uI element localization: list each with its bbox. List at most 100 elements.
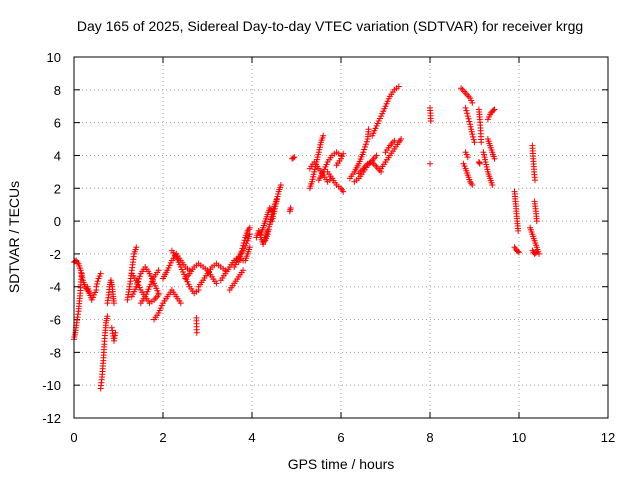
data-point bbox=[515, 227, 522, 234]
data-point bbox=[155, 267, 162, 274]
data-point bbox=[362, 143, 368, 150]
data-point bbox=[478, 139, 485, 146]
data-point bbox=[320, 132, 327, 139]
data-point bbox=[395, 83, 402, 90]
data-point bbox=[136, 273, 143, 280]
data-point bbox=[533, 249, 540, 256]
data-point bbox=[133, 244, 140, 251]
data-point bbox=[155, 290, 162, 297]
y-tick-label: -8 bbox=[49, 345, 61, 360]
x-tick-label: 10 bbox=[512, 430, 526, 445]
data-point bbox=[287, 205, 294, 211]
data-point bbox=[514, 248, 521, 255]
data-point bbox=[373, 152, 380, 159]
x-tick-label: 2 bbox=[159, 430, 166, 445]
y-tick-label: -6 bbox=[49, 313, 61, 328]
data-point bbox=[94, 281, 100, 287]
tick-labels: 0 2 4 6 8 10 12 -12 -10 -8 -6 -4 -2 0 2 4 6 8 10 bbox=[42, 50, 615, 445]
y-tick-label: -10 bbox=[42, 378, 61, 393]
data-point bbox=[241, 237, 248, 244]
data-point bbox=[470, 133, 476, 140]
data-point bbox=[469, 99, 476, 106]
x-axis-label: GPS time / hours bbox=[287, 456, 395, 472]
y-tick-label: -12 bbox=[42, 411, 61, 426]
data-point bbox=[290, 154, 297, 161]
data-point bbox=[469, 131, 476, 138]
x-tick-label: 0 bbox=[70, 430, 77, 445]
y-tick-label: -4 bbox=[49, 280, 61, 295]
data-point bbox=[240, 267, 247, 274]
data-point bbox=[193, 329, 200, 336]
data-point bbox=[94, 278, 101, 285]
data-point bbox=[466, 118, 473, 125]
data-point bbox=[340, 188, 347, 195]
plot-frame bbox=[73, 56, 609, 419]
y-tick-label: -2 bbox=[49, 247, 61, 262]
data-point bbox=[277, 182, 284, 188]
data-point bbox=[133, 283, 140, 290]
data-point bbox=[471, 139, 478, 146]
data-point bbox=[246, 224, 253, 231]
data-point bbox=[291, 154, 298, 161]
y-tick-label: 6 bbox=[54, 116, 61, 131]
data-point bbox=[391, 137, 398, 144]
data-point bbox=[239, 245, 246, 252]
data-point bbox=[463, 107, 470, 114]
data-point bbox=[476, 160, 483, 167]
data-point bbox=[427, 118, 434, 124]
data-point bbox=[97, 270, 104, 277]
data-points bbox=[71, 83, 542, 392]
data-point bbox=[361, 146, 368, 153]
data-point bbox=[489, 182, 496, 188]
data-point bbox=[213, 280, 220, 287]
data-point bbox=[238, 248, 245, 255]
data-point bbox=[427, 160, 433, 167]
chart-title: Day 165 of 2025, Sidereal Day-to-day VTE… bbox=[76, 18, 584, 34]
data-point bbox=[491, 106, 498, 113]
data-point bbox=[235, 259, 242, 266]
data-point bbox=[363, 138, 370, 145]
data-point bbox=[398, 136, 405, 142]
data-point bbox=[240, 240, 247, 246]
x-tick-label: 8 bbox=[426, 430, 433, 445]
x-tick-label: 6 bbox=[337, 430, 344, 445]
y-tick-label: 8 bbox=[54, 83, 61, 98]
y-tick-label: 4 bbox=[54, 148, 61, 163]
data-point bbox=[470, 136, 477, 143]
data-point bbox=[469, 182, 476, 188]
data-point bbox=[533, 218, 540, 225]
data-point bbox=[237, 250, 244, 257]
data-point bbox=[360, 149, 367, 156]
y-tick-label: 10 bbox=[47, 50, 61, 65]
data-point bbox=[236, 256, 243, 263]
data-point bbox=[340, 150, 347, 157]
data-point bbox=[240, 242, 247, 249]
data-point bbox=[464, 113, 471, 120]
data-point bbox=[134, 281, 141, 288]
y-tick-label: 0 bbox=[54, 214, 61, 229]
data-point bbox=[135, 278, 142, 285]
data-point bbox=[465, 115, 472, 122]
data-point bbox=[462, 104, 469, 111]
x-tick-label: 12 bbox=[601, 430, 615, 445]
data-point bbox=[490, 107, 497, 114]
data-point bbox=[104, 313, 111, 320]
data-point bbox=[111, 300, 117, 307]
data-point bbox=[177, 300, 184, 307]
data-point bbox=[246, 244, 253, 251]
data-point bbox=[93, 283, 100, 290]
data-point bbox=[532, 177, 538, 184]
data-point bbox=[365, 126, 372, 133]
data-point bbox=[491, 155, 498, 162]
grid-lines bbox=[74, 57, 608, 418]
data-point bbox=[237, 253, 244, 260]
data-point bbox=[362, 141, 369, 148]
data-point bbox=[464, 110, 471, 117]
data-point bbox=[136, 275, 142, 282]
x-tick-label: 4 bbox=[248, 430, 255, 445]
y-axis-label: SDTVAR / TECUs bbox=[6, 180, 22, 294]
y-tick-label: 2 bbox=[54, 181, 61, 196]
data-point bbox=[464, 154, 471, 161]
data-point bbox=[112, 329, 119, 336]
